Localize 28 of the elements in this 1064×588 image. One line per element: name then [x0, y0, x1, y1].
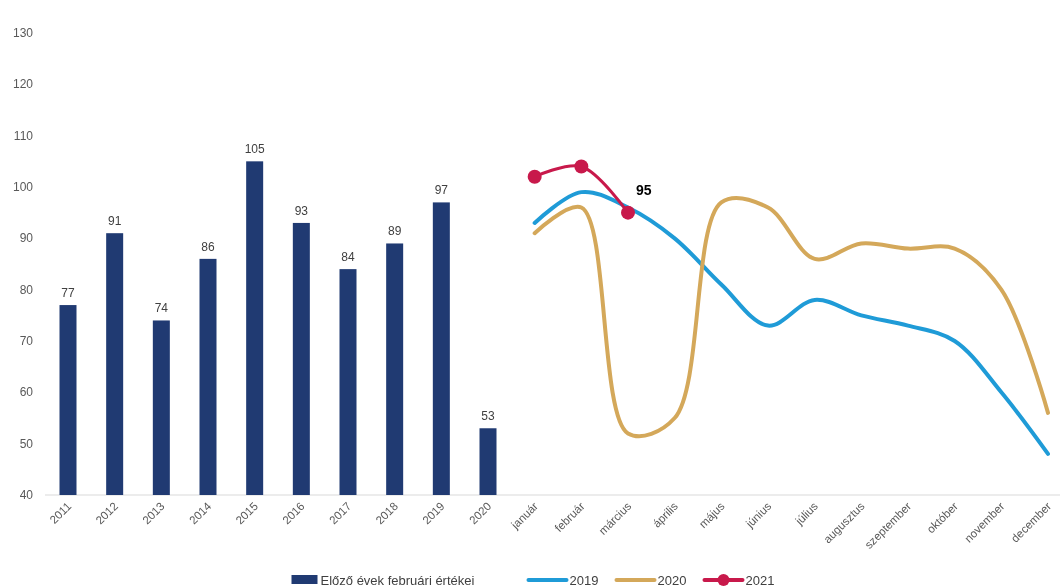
point	[527, 169, 542, 184]
legend-label: 2020	[657, 573, 687, 588]
data-label: 93	[294, 203, 309, 218]
data-label: 53	[481, 409, 495, 424]
y-tick-label: 100	[12, 180, 34, 194]
data-label: 77	[61, 286, 75, 301]
point	[574, 159, 589, 174]
legend-label: Előző évek februári értékei	[320, 573, 475, 588]
y-tick-label: 60	[19, 385, 34, 400]
y-tick-label: 80	[19, 282, 34, 297]
y-tick-label: 40	[19, 488, 34, 502]
y-tick-label: 130	[12, 26, 34, 40]
data-label: 95	[636, 181, 652, 198]
y-tick-label: 70	[19, 334, 34, 348]
y-tick-label: 120	[12, 77, 34, 92]
data-label: 84	[341, 250, 355, 265]
y-tick-label: 110	[13, 128, 34, 143]
data-label: 89	[387, 224, 402, 239]
data-label: 86	[201, 239, 215, 254]
data-label: 105	[244, 142, 265, 157]
y-tick-label: 90	[19, 231, 34, 246]
data-label: 74	[154, 301, 169, 316]
legend-label: 2019	[569, 573, 599, 588]
legend-label: 2021	[745, 573, 775, 588]
data-label: 97	[434, 183, 449, 198]
y-tick-label: 50	[19, 436, 34, 451]
point	[621, 205, 635, 220]
data-label: 91	[107, 214, 122, 229]
